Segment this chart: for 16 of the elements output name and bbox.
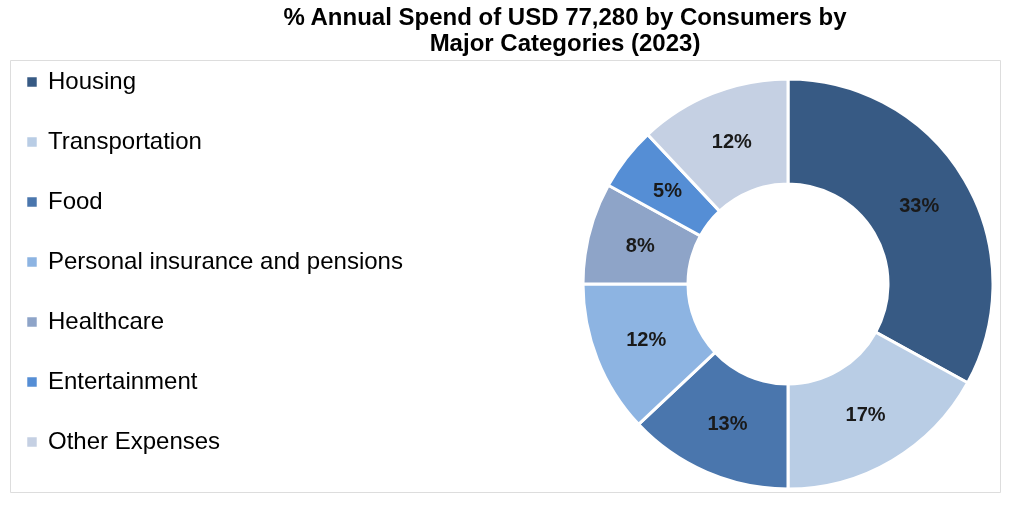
data-label: 8% xyxy=(625,234,655,257)
data-label: 5% xyxy=(653,178,683,201)
data-label: 12% xyxy=(626,328,667,351)
data-label: 12% xyxy=(711,130,753,153)
legend-label: Personal insurance and pensions xyxy=(48,247,403,274)
text: Major Categories (2023) xyxy=(429,29,701,56)
data-label: 13% xyxy=(707,411,748,434)
data-label: 33% xyxy=(899,194,940,217)
legend-label: Transportation xyxy=(48,127,202,154)
legend-label: Other Expenses xyxy=(48,427,221,454)
legend-label: Housing xyxy=(48,67,137,94)
legend-label: Healthcare xyxy=(48,307,165,334)
legend-label: Entertainment xyxy=(48,367,198,394)
legend-label: Food xyxy=(48,187,103,214)
text: % Annual Spend of USD 77,280 by Consumers by xyxy=(283,3,847,30)
data-label: 17% xyxy=(845,403,886,426)
